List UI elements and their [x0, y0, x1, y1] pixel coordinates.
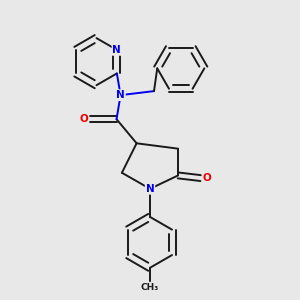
- Text: O: O: [202, 173, 211, 183]
- Text: N: N: [146, 184, 154, 194]
- Text: CH₃: CH₃: [141, 283, 159, 292]
- Text: N: N: [116, 90, 125, 100]
- Text: N: N: [112, 45, 121, 55]
- Text: O: O: [80, 114, 88, 124]
